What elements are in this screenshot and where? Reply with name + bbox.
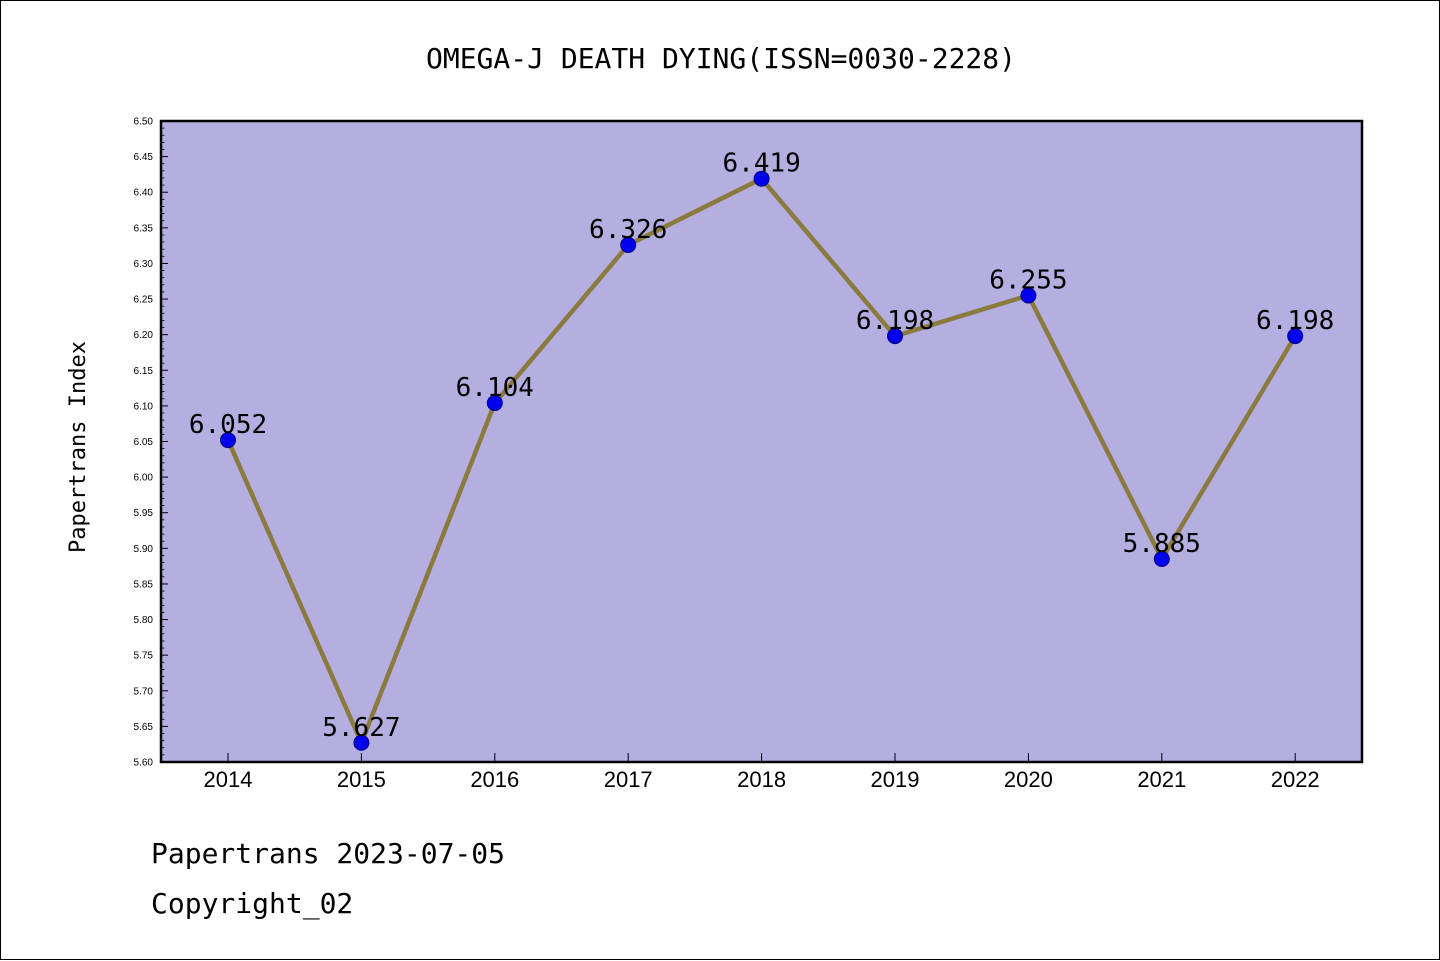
data-label: 5.885 — [1123, 529, 1201, 559]
x-tick-label: 2017 — [604, 767, 653, 792]
data-point — [1153, 551, 1170, 568]
plot-frame — [159, 119, 1364, 764]
y-tick-label: 5.95 — [134, 508, 154, 519]
y-tick-label: 6.10 — [134, 401, 154, 412]
data-label: 6.326 — [589, 215, 667, 245]
x-tick-label: 2014 — [204, 767, 253, 792]
y-tick-label: 5.80 — [134, 615, 154, 626]
y-tick-label: 6.30 — [134, 259, 154, 270]
data-label: 5.627 — [322, 713, 400, 743]
x-tick-label: 2021 — [1137, 767, 1186, 792]
data-labels: 6.052 5.627 6.104 6.326 6.419 6.198 6.255 5.885… — [189, 149, 1334, 743]
data-label: 6.104 — [456, 373, 534, 403]
data-point — [887, 328, 903, 345]
data-point — [353, 734, 370, 751]
footer-date: Papertrans 2023-07-05 — [151, 837, 506, 870]
footer-copyright: Copyright_02 — [151, 887, 354, 920]
data-point — [1287, 328, 1304, 345]
x-tick-label: 2015 — [337, 767, 386, 792]
data-label: 6.198 — [856, 306, 934, 336]
x-tick-label: 2022 — [1271, 767, 1320, 792]
series-line — [220, 170, 1304, 751]
plot-area — [161, 121, 1362, 762]
data-point — [486, 395, 503, 412]
x-axis: 2014 2015 2016 2017 2018 2019 2020 2021 2022 — [204, 753, 1320, 792]
y-tick-label: 6.15 — [134, 366, 154, 377]
data-label: 6.255 — [989, 265, 1067, 295]
data-point — [753, 170, 770, 187]
data-point — [1020, 287, 1037, 304]
y-tick-label: 5.75 — [134, 651, 154, 662]
data-point — [220, 432, 236, 449]
y-tick-label: 6.20 — [134, 330, 154, 341]
y-tick-label: 5.65 — [134, 722, 154, 733]
x-tick-label: 2018 — [737, 767, 786, 792]
data-label: 6.052 — [189, 410, 267, 440]
y-tick-label: 5.70 — [134, 686, 154, 697]
x-tick-label: 2016 — [470, 767, 519, 792]
x-tick-label: 2019 — [871, 767, 920, 792]
y-tick-label: 6.45 — [134, 152, 154, 163]
y-axis-label: Papertrans Index — [66, 341, 91, 553]
y-tick-label: 6.35 — [134, 223, 154, 234]
y-tick-label: 6.05 — [134, 437, 154, 448]
x-tick-label: 2020 — [1004, 767, 1053, 792]
data-point — [620, 236, 637, 253]
y-tick-label: 5.85 — [134, 579, 154, 590]
chart-title: OMEGA-J DEATH DYING(ISSN=0030-2228) — [426, 42, 1016, 75]
y-tick-label: 6.50 — [134, 117, 154, 128]
y-tick-label: 5.90 — [134, 544, 154, 555]
y-tick-label: 6.25 — [134, 295, 154, 306]
y-tick-label: 6.40 — [134, 188, 154, 199]
data-label: 6.198 — [1256, 306, 1334, 336]
y-tick-label: 5.60 — [134, 758, 154, 769]
y-tick-label: 6.00 — [134, 473, 154, 484]
data-label: 6.419 — [722, 149, 800, 179]
